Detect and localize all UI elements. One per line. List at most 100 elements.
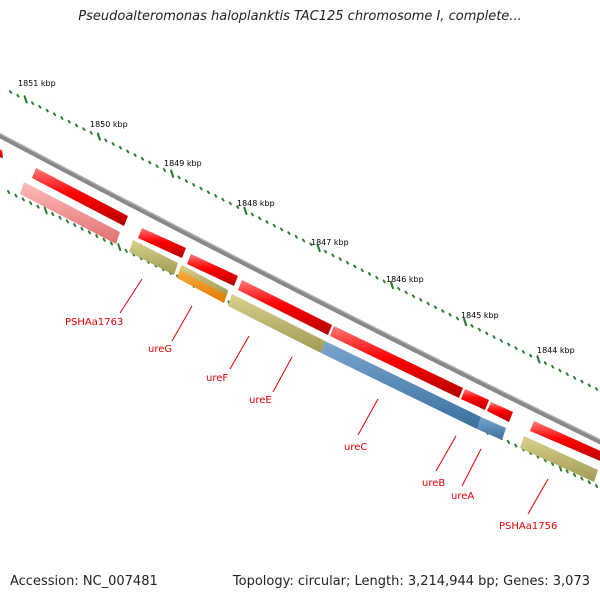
- scale-minor-tick: [184, 179, 188, 183]
- scale-minor-tick: [162, 168, 167, 172]
- gene-label-ureF[interactable]: ureF: [206, 373, 228, 384]
- scale-minor-tick: [433, 305, 438, 310]
- scale-minor-tick: [140, 157, 145, 161]
- inner-minor-tick: [80, 226, 84, 231]
- inner-minor-tick: [550, 461, 555, 466]
- scale-minor-tick: [206, 190, 210, 195]
- gene-label-ureG[interactable]: ureG: [148, 344, 172, 355]
- scale-label-1847: 1847 kbp: [311, 238, 349, 247]
- gene-feature-ureG-overlap[interactable]: [181, 265, 228, 295]
- leader-line: [461, 448, 482, 487]
- inner-minor-tick: [543, 458, 547, 463]
- gene-feature-PSHAa1763[interactable]: [129, 240, 178, 275]
- inner-minor-tick: [109, 241, 114, 246]
- scale-minor-tick: [485, 331, 489, 336]
- inner-minor-tick: [565, 469, 569, 474]
- scale-minor-tick: [126, 149, 130, 154]
- scale-minor-tick: [302, 238, 306, 243]
- inner-minor-tick: [65, 219, 69, 224]
- scale-minor-tick: [397, 286, 401, 291]
- scale-minor-tick: [375, 275, 379, 280]
- inner-minor-tick: [506, 439, 510, 444]
- gene-feature-ureF[interactable]: [228, 294, 325, 353]
- inner-minor-tick: [124, 248, 128, 253]
- scale-minor-tick: [214, 194, 218, 198]
- gene-feature-ureA[interactable]: [477, 417, 506, 440]
- scale-minor-tick: [155, 164, 159, 169]
- scale-label-1845: 1845 kbp: [461, 311, 499, 320]
- cds-feature[interactable]: [138, 228, 186, 258]
- cds-feature[interactable]: [530, 421, 600, 463]
- scale-minor-tick: [514, 346, 518, 350]
- gene-label-ureC[interactable]: ureC: [344, 442, 367, 453]
- scale-minor-tick: [221, 197, 225, 202]
- scale-minor-tick: [111, 142, 115, 146]
- cds-feature[interactable]: [487, 402, 513, 422]
- scale-minor-tick: [16, 93, 20, 98]
- inner-minor-tick: [95, 234, 99, 239]
- pseudogene-feature[interactable]: [20, 182, 120, 244]
- leader-line: [272, 356, 293, 393]
- gene-label-ureA[interactable]: ureA: [451, 491, 474, 502]
- leader-line: [119, 278, 143, 314]
- scale-minor-tick: [492, 335, 496, 339]
- scale-minor-tick: [236, 205, 240, 209]
- scale-minor-tick: [521, 350, 525, 354]
- scale-minor-tick: [9, 90, 13, 94]
- scale-minor-tick: [441, 309, 445, 313]
- scale-major-tick: [96, 132, 102, 141]
- scale-minor-tick: [499, 338, 503, 343]
- gene-label-PSHAa1763[interactable]: PSHAa1763: [65, 317, 123, 328]
- cds-feature[interactable]: [238, 280, 332, 335]
- scale-label-1850: 1850 kbp: [90, 120, 128, 129]
- scale-minor-tick: [529, 353, 533, 358]
- scale-minor-tick: [272, 223, 276, 228]
- cds-feature[interactable]: [0, 148, 3, 158]
- gene-label-ureE[interactable]: ureE: [249, 395, 272, 406]
- scale-minor-tick: [455, 316, 460, 321]
- scale-minor-tick: [104, 138, 108, 143]
- gene-labels: PSHAa1763 ureG ureF ureE ureC ureB ureA …: [65, 317, 557, 532]
- scale-minor-tick: [287, 231, 291, 235]
- leader-line: [435, 435, 457, 472]
- scale-minor-tick: [448, 312, 452, 317]
- accession-text: Accession: NC_007481: [10, 574, 158, 589]
- scale-label-1844: 1844 kbp: [537, 346, 575, 355]
- gene-feature-PSHAa1756[interactable]: [520, 436, 598, 482]
- scale-minor-tick: [280, 227, 284, 232]
- scale-minor-tick: [89, 131, 93, 135]
- cds-feature[interactable]: [32, 168, 128, 226]
- scale-minor-tick: [345, 260, 350, 265]
- scale-minor-tick: [199, 186, 203, 191]
- scale-major-tick: [389, 280, 394, 290]
- inner-minor-tick: [29, 201, 33, 206]
- scale-minor-tick: [133, 153, 137, 157]
- scale-minor-tick: [38, 105, 42, 109]
- scale-minor-tick: [323, 249, 328, 254]
- scale-major-tick: [170, 169, 175, 178]
- inner-major-tick: [43, 206, 48, 215]
- scale-minor-tick: [52, 112, 57, 117]
- cds-feature[interactable]: [330, 326, 463, 398]
- leader-line: [229, 335, 250, 370]
- inner-minor-tick: [36, 204, 40, 209]
- scale-minor-tick: [30, 101, 35, 105]
- gene-feature-ureC[interactable]: [321, 341, 481, 429]
- leader-line: [527, 478, 549, 515]
- map-title: Pseudoalteromonas haloplanktis TAC125 ch…: [78, 9, 522, 24]
- scale-minor-tick: [543, 361, 547, 365]
- cds-feature[interactable]: [461, 389, 489, 410]
- scale-minor-tick: [258, 216, 262, 221]
- gene-label-ureB[interactable]: ureB: [422, 478, 445, 489]
- gene-label-PSHAa1756[interactable]: PSHAa1756: [499, 521, 557, 532]
- scale-minor-tick: [360, 268, 364, 272]
- scale-minor-tick: [565, 372, 569, 376]
- scale-major-tick: [536, 355, 541, 364]
- scale-minor-tick: [250, 212, 254, 217]
- cds-feature[interactable]: [187, 254, 238, 286]
- inner-minor-tick: [7, 190, 11, 194]
- leader-line: [171, 305, 193, 342]
- inner-minor-tick: [87, 230, 92, 235]
- scale-minor-tick: [265, 220, 269, 224]
